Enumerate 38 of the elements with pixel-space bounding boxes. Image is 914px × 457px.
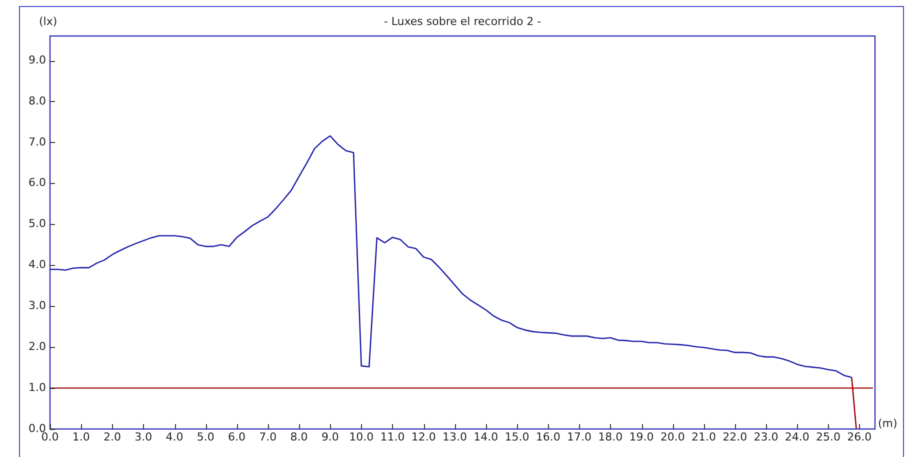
x-tick-label: 20.0 (660, 430, 685, 444)
y-tick-label: 8.0 (28, 94, 46, 108)
x-tick-label: 12.0 (411, 430, 436, 444)
y-tick-label: 6.0 (28, 176, 46, 190)
x-tick-label: 8.0 (290, 430, 308, 444)
x-tick-label: 10.0 (349, 430, 374, 444)
x-tick-label: 14.0 (474, 430, 498, 444)
chart-title: - Luxes sobre el recorrido 2 - (384, 14, 542, 28)
x-tick-label: 5.0 (196, 430, 214, 444)
x-tick-label: 11.0 (380, 430, 405, 444)
x-tick-label: 9.0 (321, 430, 339, 444)
y-tick-label: 9.0 (28, 53, 46, 66)
x-tick-label: 24.0 (784, 430, 810, 444)
x-tick-label: 13.0 (442, 430, 467, 444)
x-tick-label: 18.0 (598, 430, 623, 444)
x-tick-label: 17.0 (566, 430, 592, 444)
y-tick-label: 2.0 (28, 340, 46, 353)
x-tick-label: 26.0 (847, 430, 872, 444)
x-tick-label: 25.0 (816, 430, 841, 444)
x-axis-title: (m) (878, 416, 898, 430)
y-tick-label: 3.0 (28, 299, 46, 312)
x-tick-label: 23.0 (754, 430, 778, 444)
y-tick-label: 5.0 (28, 217, 46, 230)
y-axis-title: (lx) (39, 14, 58, 28)
x-tick-label: 22.0 (722, 430, 748, 444)
x-tick-label: 19.0 (629, 430, 654, 444)
x-tick-label: 15.0 (504, 430, 530, 444)
y-tick-label: 7.0 (28, 135, 46, 148)
x-tick-label: 6.0 (228, 430, 246, 444)
y-tick-label: 1.0 (28, 380, 46, 394)
x-tick-label: 2.0 (104, 430, 122, 444)
x-tick-label: 4.0 (166, 430, 184, 444)
x-tick-label: 16.0 (536, 430, 560, 444)
x-tick-label: 3.0 (134, 430, 152, 444)
y-tick-label: 4.0 (28, 258, 46, 272)
x-tick-label: 21.0 (692, 430, 716, 444)
x-tick-label: 7.0 (259, 430, 277, 444)
x-tick-label: 1.0 (72, 430, 90, 444)
